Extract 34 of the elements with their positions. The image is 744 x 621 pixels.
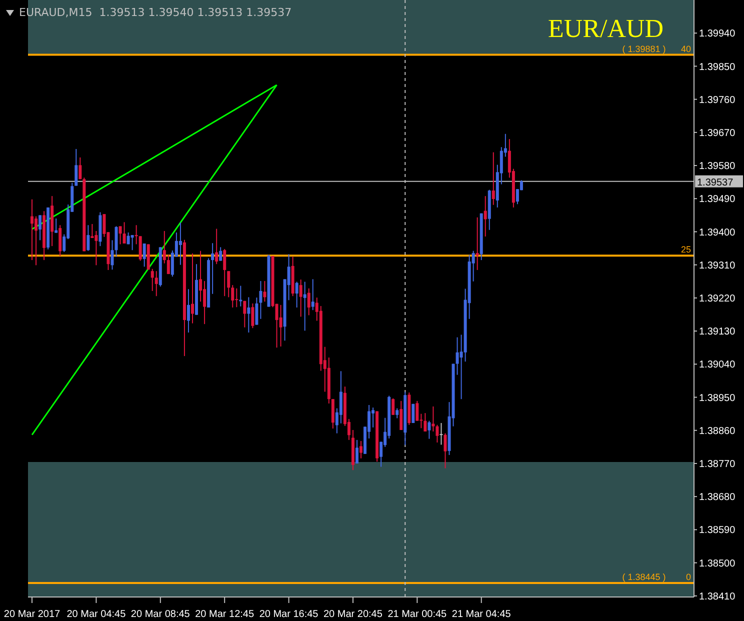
y-tick-label: 1.39220 (699, 294, 736, 304)
annotation: 25 (680, 244, 691, 255)
y-tick-label: 1.39580 (699, 161, 736, 172)
text: EUR/AUD (548, 14, 664, 44)
y-tick-label: 1.38860 (699, 426, 736, 437)
y-tick-label: 1.38590 (699, 525, 736, 536)
annotation: 0 (686, 572, 691, 582)
ref-line-label: ( 1.38445 ) (622, 572, 666, 582)
annotation: 40 (680, 44, 691, 54)
y-tick-label: 1.39490 (699, 194, 736, 206)
y-tick-label: 1.39130 (699, 326, 736, 338)
y-tick-label: 1.39670 (699, 128, 736, 139)
y-tick-label: 1.39040 (699, 360, 736, 371)
y-tick-label: 1.38950 (699, 392, 736, 404)
ref-line-label: 1.39537 (697, 177, 734, 188)
x-tick-label: 21 Mar 04:45 (452, 609, 512, 620)
y-tick-label: 1.38410 (699, 591, 736, 602)
y-tick-label: 1.38770 (699, 459, 736, 470)
y-tick-label: 1.39400 (699, 227, 736, 238)
x-tick-label: 20 Mar 20:45 (324, 609, 383, 620)
x-tick-label: 20 Mar 16:45 (259, 609, 319, 620)
y-tick-label: 1.39760 (699, 94, 736, 106)
x-tick-label: 21 Mar 00:45 (388, 609, 448, 620)
x-tick-label: 20 Mar 12:45 (195, 609, 254, 620)
text: EURAUD,M15 1.39513 1.39540 1.39513 1.39537 (19, 6, 292, 19)
y-tick-label: 1.39850 (699, 62, 736, 73)
x-tick-label: 20 Mar 08:45 (130, 609, 190, 620)
y-tick-label: 1.38500 (699, 558, 736, 570)
y-tick-label: 1.39310 (699, 260, 736, 272)
x-tick-label: 20 Mar 04:45 (66, 609, 126, 620)
ref-line-label: ( 1.39881 ) (622, 44, 666, 54)
y-tick-label: 1.39940 (699, 28, 736, 40)
x-tick-label: 20 Mar 2017 (4, 609, 61, 620)
y-tick-label: 1.38680 (699, 492, 736, 504)
